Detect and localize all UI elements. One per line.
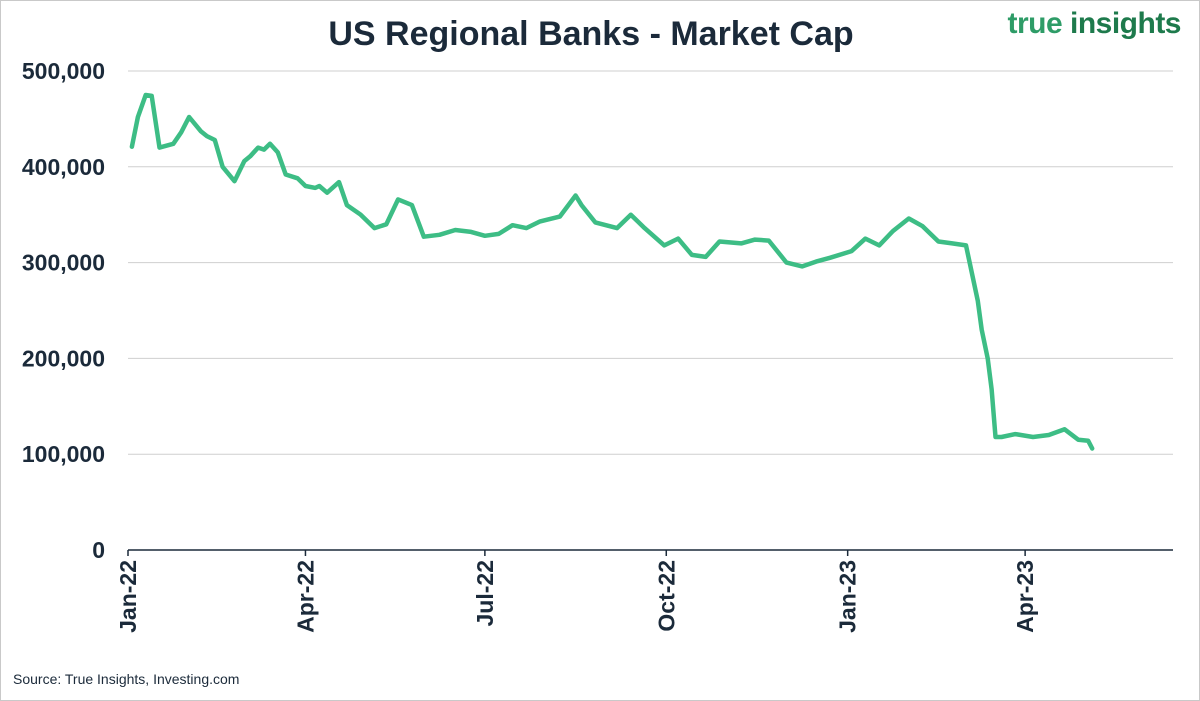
brand-logo-part1: true [1007,7,1063,40]
y-axis-ticks: 0 100,000 200,000 300,000 400,000 500,000 [22,58,105,563]
series-layer [129,92,1095,451]
y-tick-label: 0 [92,537,105,563]
grid-layer [128,70,1173,551]
source-note: Source: True Insights, Investing.com [13,671,240,687]
x-axis-ticks: Jan-22 Apr-22 Jul-22 Oct-22 Jan-23 Apr-23 [115,550,1038,633]
x-tick-label: Apr-22 [292,560,318,633]
y-tick-label: 300,000 [22,250,105,276]
x-tick-label: Oct-22 [653,560,679,632]
y-tick-label: 500,000 [22,58,105,84]
brand-logo: true insights [1007,7,1181,41]
x-tick-label: Apr-23 [1012,560,1038,633]
y-tick-label: 200,000 [22,345,105,371]
x-tick-label: Jul-22 [472,560,498,626]
y-tick-label: 400,000 [22,154,105,180]
x-tick-label: Jan-22 [115,560,141,633]
series-line [129,92,1095,451]
x-tick-label: Jan-23 [835,560,861,633]
brand-logo-part2: insights [1069,7,1182,40]
chart-title: US Regional Banks - Market Cap [328,15,854,53]
y-tick-label: 100,000 [22,441,105,467]
